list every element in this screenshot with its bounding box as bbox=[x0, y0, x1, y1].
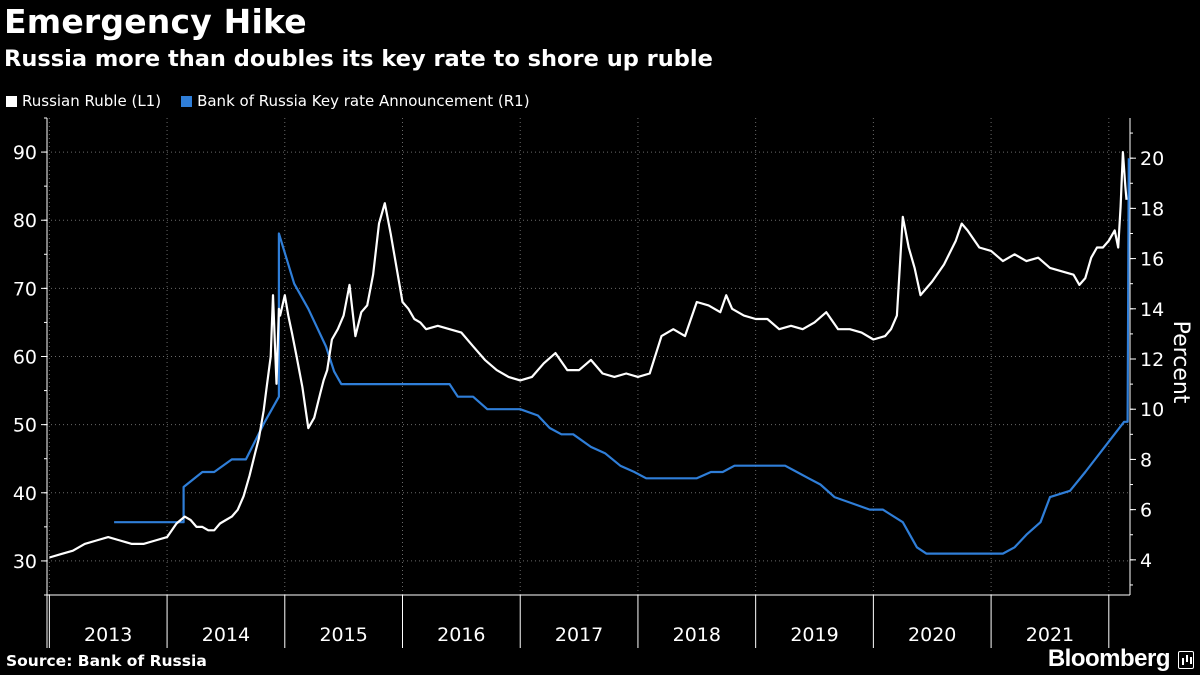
y-right-tick-label: 14 bbox=[1140, 299, 1164, 321]
x-tick-label: 2016 bbox=[437, 624, 485, 646]
y-right-tick-label: 6 bbox=[1140, 500, 1152, 522]
x-tick-label: 2013 bbox=[84, 624, 132, 646]
x-tick-label: 2015 bbox=[319, 624, 367, 646]
x-tick-label: 2019 bbox=[790, 624, 838, 646]
x-tick-label: 2017 bbox=[555, 624, 603, 646]
y-left-tick-label: 40 bbox=[13, 483, 37, 505]
y-left-tick-label: 30 bbox=[13, 551, 37, 573]
axes bbox=[41, 117, 1136, 648]
x-tick-label: 2020 bbox=[908, 624, 956, 646]
y-left-tick-label: 60 bbox=[13, 347, 37, 369]
legend-label-ruble: Russian Ruble (L1) bbox=[22, 92, 162, 110]
source-note: Source: Bank of Russia bbox=[6, 652, 207, 670]
series-lines bbox=[49, 151, 1130, 559]
y-left-tick-label: 90 bbox=[13, 142, 37, 164]
chart-title: Emergency Hike bbox=[4, 2, 307, 41]
x-tick-label: 2018 bbox=[673, 624, 721, 646]
legend-swatch-ruble bbox=[6, 95, 17, 107]
tick-labels: 30 40 50 60 70 80 90 4 6 8 10 12 14 16 18 20 2013 2014 201… bbox=[13, 142, 1164, 646]
y-right-tick-label: 4 bbox=[1140, 550, 1152, 572]
right-axis-label: Percent bbox=[1168, 321, 1193, 404]
gridlines bbox=[47, 118, 1130, 595]
legend-swatch-key-rate bbox=[181, 95, 193, 107]
y-right-tick-label: 10 bbox=[1140, 399, 1164, 421]
legend-label-key-rate: Bank of Russia Key rate Announcement (R1… bbox=[197, 92, 530, 110]
y-right-tick-label: 16 bbox=[1140, 249, 1164, 271]
chart-badge-icon bbox=[1178, 651, 1194, 669]
bloomberg-logo: Bloomberg bbox=[1047, 645, 1171, 672]
y-left-tick-label: 50 bbox=[13, 415, 37, 437]
y-left-tick-label: 70 bbox=[13, 278, 37, 300]
legend-item-key-rate: Bank of Russia Key rate Announcement (R1… bbox=[181, 92, 530, 110]
x-tick-label: 2021 bbox=[1026, 624, 1074, 646]
y-left-tick-label: 80 bbox=[13, 210, 37, 232]
legend: Russian Ruble (L1) Bank of Russia Key ra… bbox=[6, 92, 530, 110]
chart-subtitle: Russia more than doubles its key rate to… bbox=[4, 46, 713, 72]
y-right-tick-label: 12 bbox=[1140, 349, 1164, 371]
series-line-ruble bbox=[49, 151, 1128, 559]
y-right-tick-label: 18 bbox=[1140, 198, 1164, 220]
legend-item-ruble: Russian Ruble (L1) bbox=[6, 92, 161, 110]
y-right-tick-label: 8 bbox=[1140, 449, 1152, 471]
series-line-key-rate bbox=[114, 158, 1130, 555]
y-right-tick-label: 20 bbox=[1140, 148, 1164, 170]
x-tick-label: 2014 bbox=[202, 624, 250, 646]
